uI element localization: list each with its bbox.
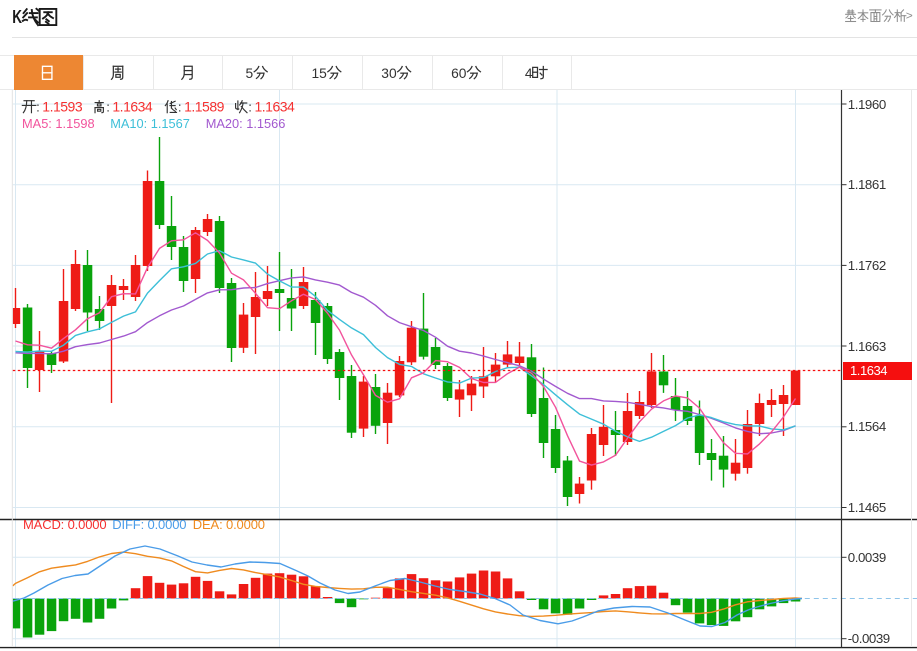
- svg-text::: :: [178, 99, 182, 114]
- svg-text:15: 15: [312, 66, 328, 81]
- svg-text:30: 30: [381, 66, 397, 81]
- svg-text:>: >: [906, 9, 913, 23]
- svg-text::: :: [106, 99, 110, 114]
- svg-text:4: 4: [525, 66, 533, 81]
- svg-text:1.1589: 1.1589: [184, 99, 225, 115]
- svg-text::: :: [36, 99, 40, 114]
- svg-text:60: 60: [451, 66, 467, 81]
- svg-text:5: 5: [246, 66, 254, 81]
- svg-text::: :: [248, 99, 252, 114]
- svg-text:K: K: [12, 6, 22, 27]
- svg-text:1.1634: 1.1634: [112, 99, 153, 115]
- svg-text:1.1593: 1.1593: [42, 99, 83, 115]
- svg-text:1.1634: 1.1634: [255, 99, 296, 115]
